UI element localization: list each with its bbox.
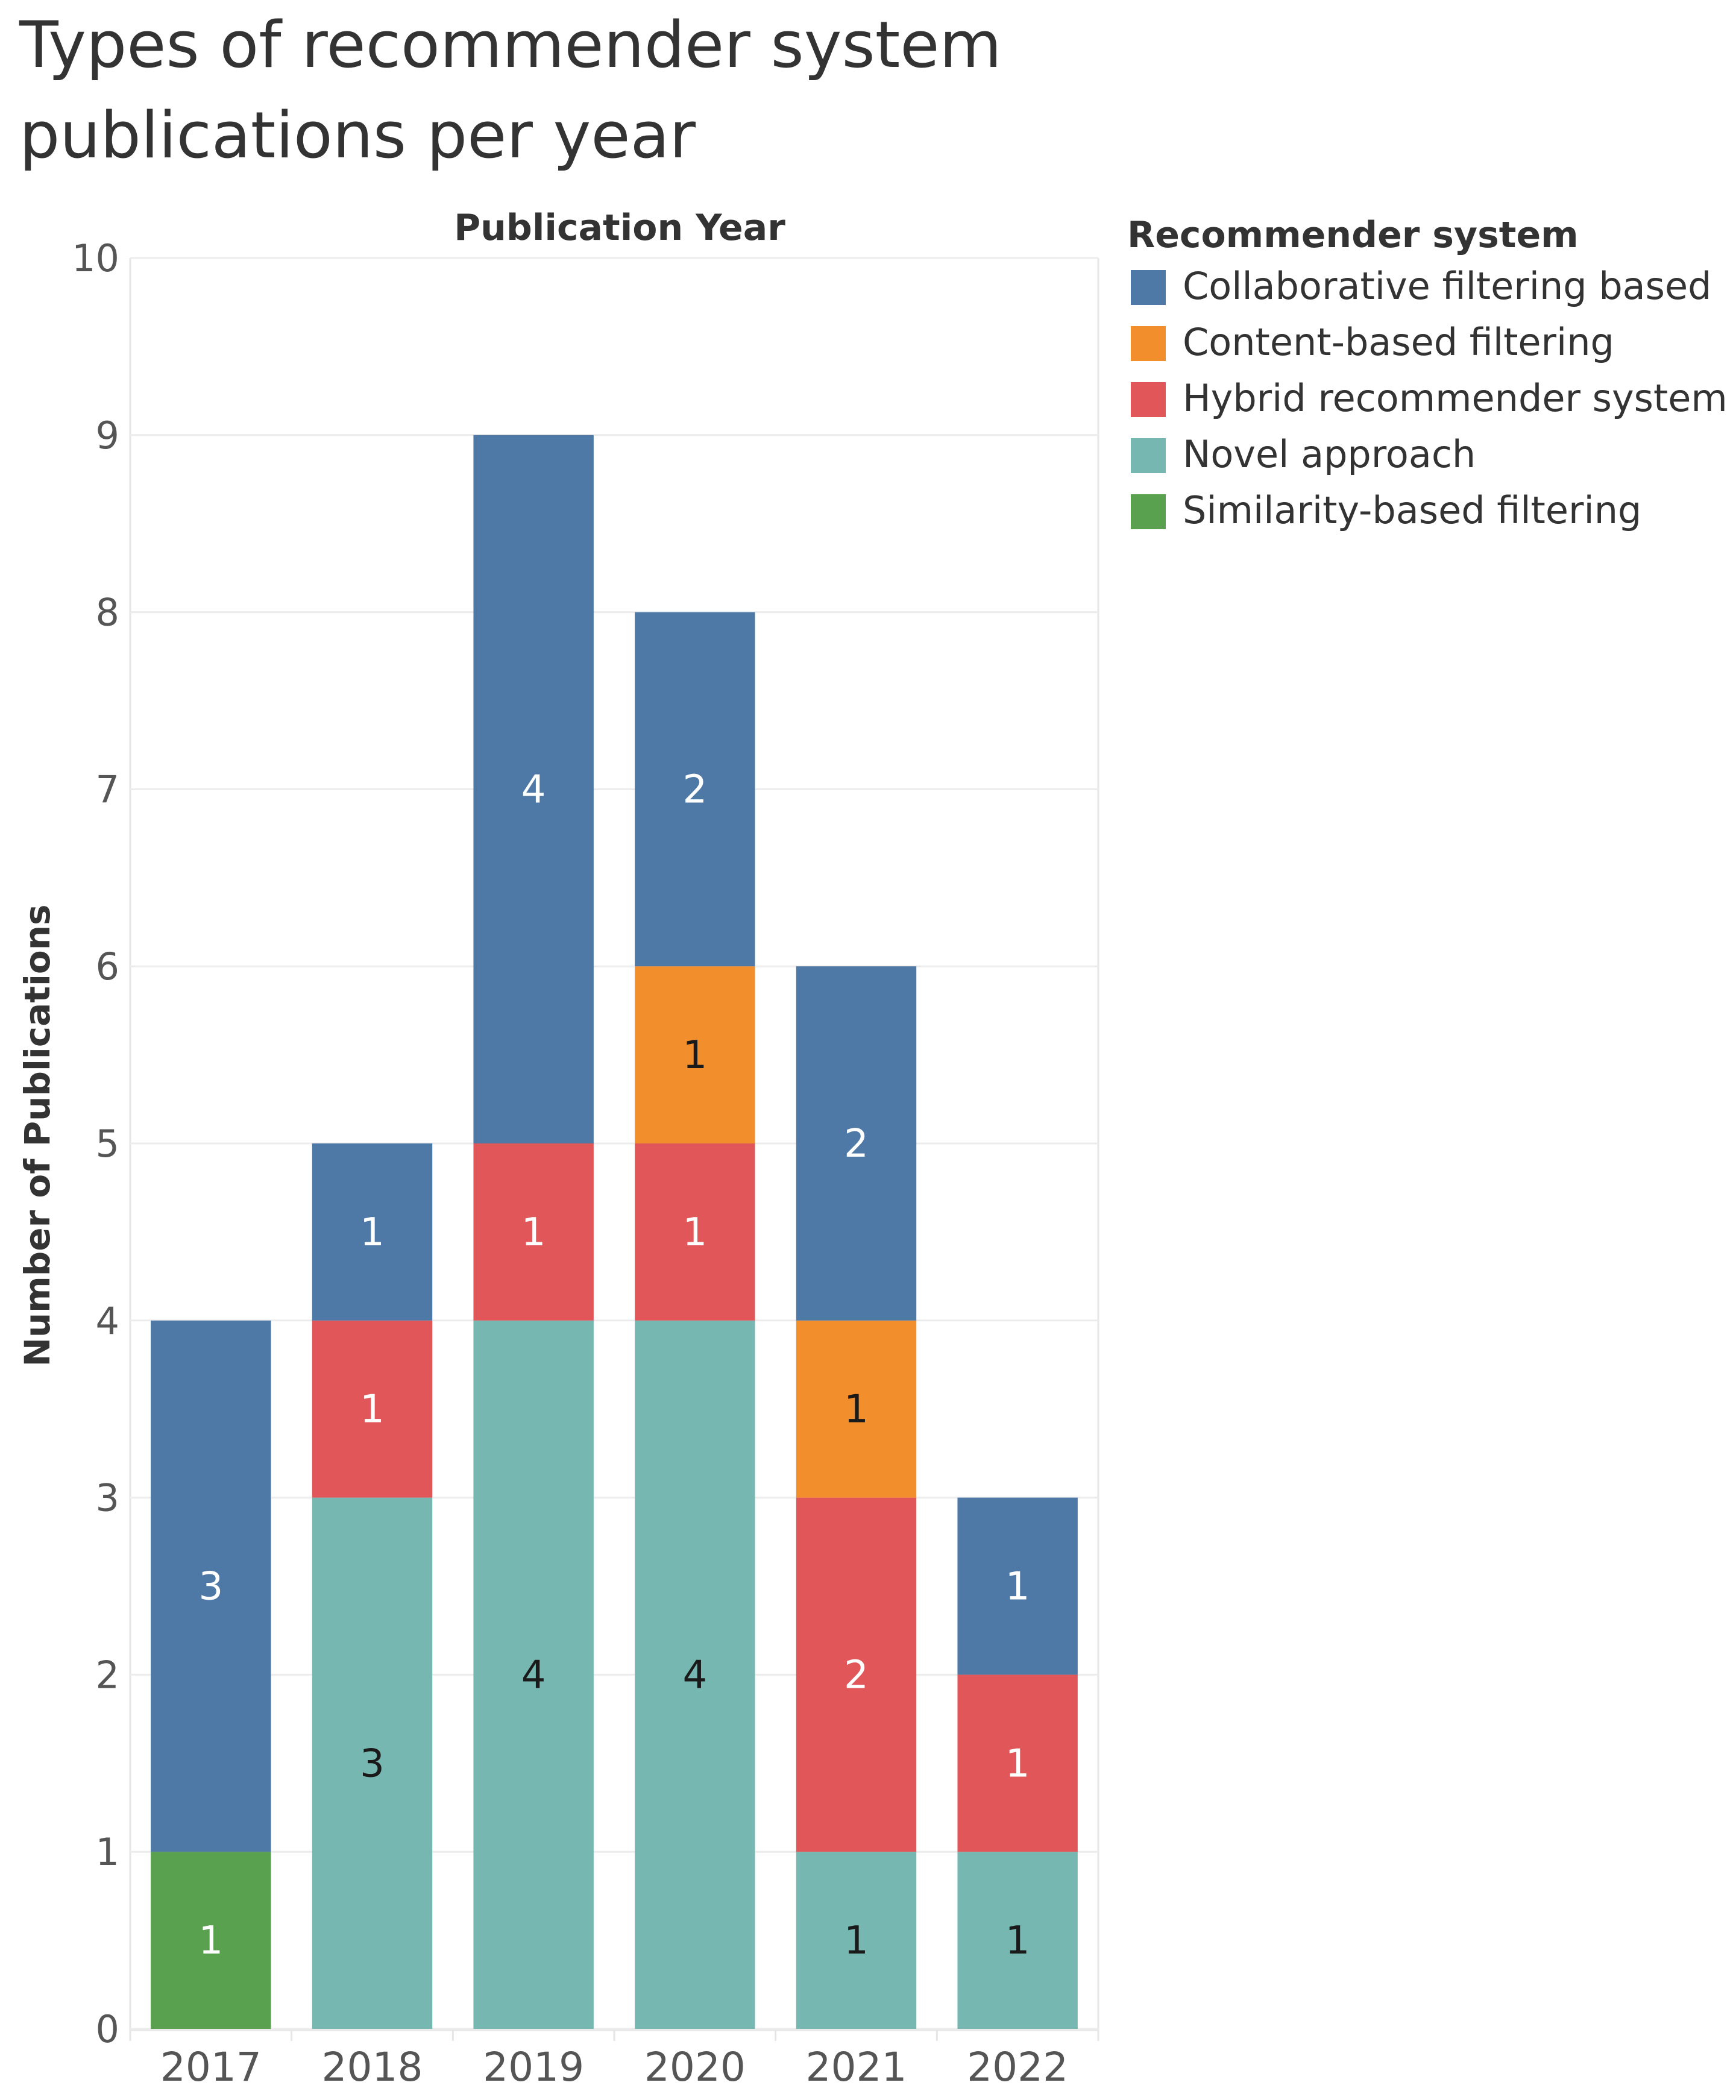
legend-swatch: [1131, 494, 1166, 529]
legend-swatch: [1131, 270, 1166, 305]
legend-entry: Similarity-based filtering: [1183, 488, 1641, 532]
bar-segment: [957, 1674, 1078, 1852]
bar-segment: [312, 1143, 433, 1321]
data-label: 1: [1005, 1741, 1030, 1786]
legend-swatch: [1131, 326, 1166, 361]
axes: Publication Year Number of Publications …: [17, 207, 1068, 2090]
y-tick-label: 7: [96, 767, 119, 811]
y-tick-label: 6: [96, 945, 119, 989]
data-label: 1: [682, 1033, 707, 1078]
bar-segment: [635, 612, 755, 967]
data-label: 4: [682, 1653, 707, 1697]
bar-segment: [957, 1852, 1078, 2029]
legend-entry: Collaborative filtering based: [1183, 264, 1711, 308]
data-label: 1: [844, 1919, 869, 1963]
y-tick-label: 3: [96, 1476, 119, 1520]
x-tick-label: 2021: [806, 2044, 907, 2090]
bar-segment: [796, 1852, 917, 2029]
legend-entry: Novel approach: [1183, 432, 1476, 476]
bar-segment: [473, 435, 594, 1143]
legend-swatch: [1131, 438, 1166, 473]
x-tick-label: 2022: [967, 2044, 1068, 2090]
x-tick-label: 2017: [160, 2044, 262, 2090]
data-label: 3: [360, 1741, 385, 1786]
y-tick-label: 4: [96, 1299, 119, 1343]
data-label: 2: [844, 1653, 869, 1697]
y-tick-label: 5: [96, 1122, 119, 1166]
bar-segment: [796, 1320, 917, 1498]
data-label: 1: [360, 1210, 385, 1255]
bars: [151, 435, 1078, 2029]
legend-entry: Hybrid recommender system: [1183, 376, 1728, 420]
x-tick-label: 2018: [322, 2044, 423, 2090]
data-label: 1: [360, 1388, 385, 1432]
x-tick-label: 2019: [483, 2044, 584, 2090]
bar-segment: [312, 1497, 433, 2029]
legend: Recommender system Collaborative filteri…: [1127, 214, 1728, 532]
legend-entry: Content-based filtering: [1183, 320, 1614, 364]
bar-segment: [796, 966, 917, 1321]
data-label: 2: [844, 1122, 869, 1166]
y-axis-title: Number of Publications: [17, 904, 58, 1366]
y-tick-label: 0: [96, 2007, 119, 2051]
chart-title: Types of recommender system publications…: [19, 8, 1002, 172]
bar-segment: [635, 1320, 755, 2029]
y-tick-label: 9: [96, 413, 119, 457]
bar-segment: [151, 1320, 271, 1852]
data-label: 1: [682, 1210, 707, 1255]
data-label: 1: [1005, 1919, 1030, 1963]
gridlines: [129, 257, 1099, 2041]
data-label: 2: [682, 767, 707, 812]
bar-segment: [473, 1320, 594, 2029]
segment-labels: 1 3 3 1 1 4 1 4 4 1 1 2 1 2 1 2 1 1 1: [198, 767, 1030, 1963]
bar-segment: [796, 1497, 917, 1852]
data-label: 3: [198, 1565, 223, 1609]
bar-segment: [151, 1852, 271, 2029]
data-label: 4: [521, 767, 546, 812]
x-axis-title: Publication Year: [454, 207, 785, 249]
bar-segment: [635, 966, 755, 1143]
legend-swatch: [1131, 382, 1166, 417]
y-tick-label: 1: [96, 1830, 119, 1874]
data-label: 4: [521, 1653, 546, 1697]
x-tick-label: 2020: [644, 2044, 746, 2090]
legend-title: Recommender system: [1127, 214, 1579, 256]
data-label: 1: [844, 1388, 869, 1432]
bar-segment: [635, 1143, 755, 1321]
data-label: 1: [198, 1919, 223, 1963]
y-tick-label: 10: [72, 236, 119, 280]
bar-segment: [473, 1143, 594, 1321]
data-label: 1: [1005, 1565, 1030, 1609]
bar-segment: [957, 1497, 1078, 1675]
bar-segment: [312, 1320, 433, 1498]
y-tick-label: 8: [96, 591, 119, 635]
data-label: 1: [521, 1210, 546, 1255]
y-tick-label: 2: [96, 1653, 119, 1697]
